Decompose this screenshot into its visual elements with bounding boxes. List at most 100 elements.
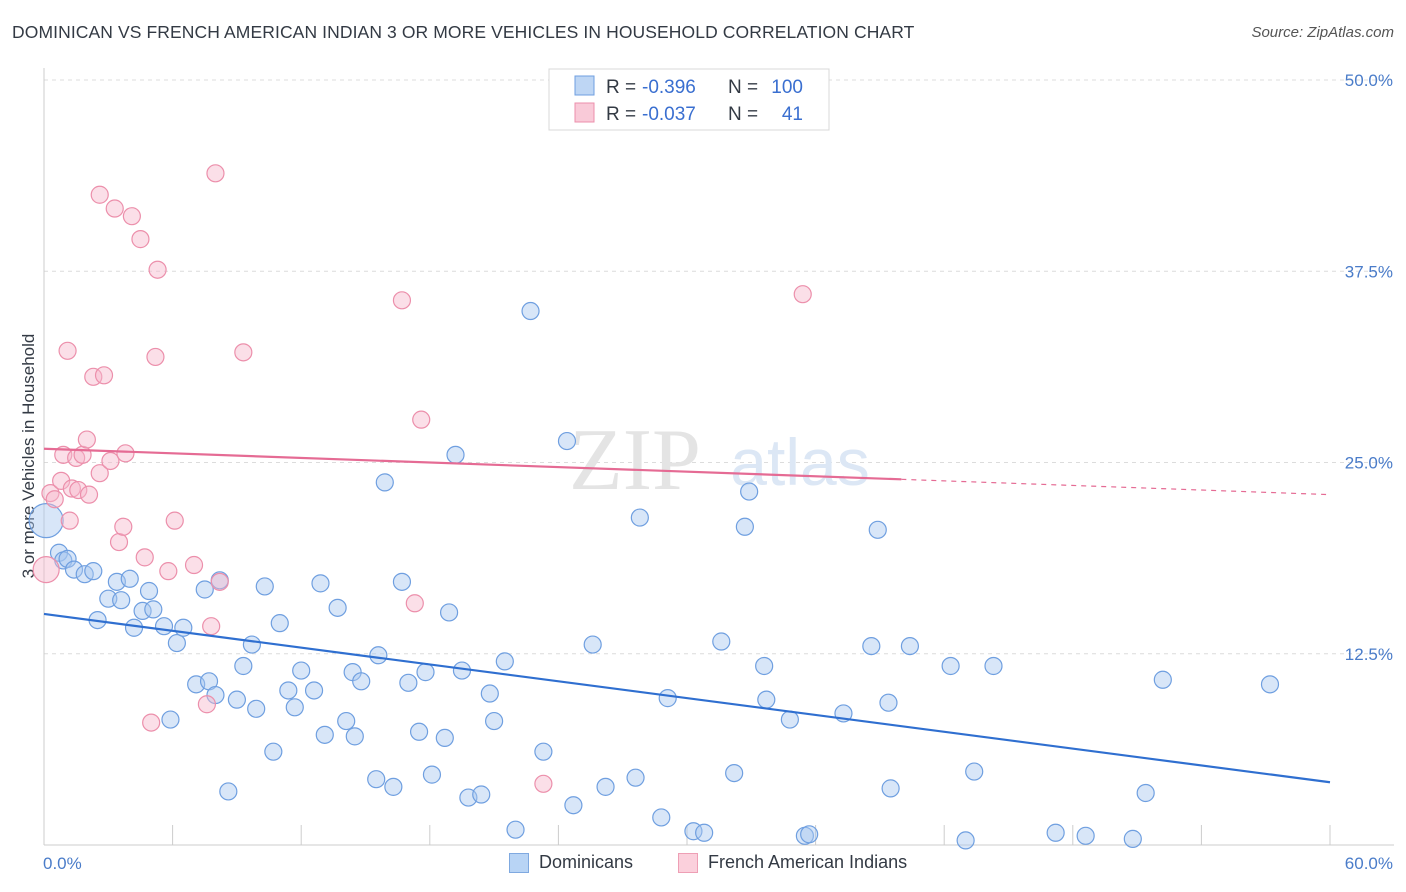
data-point [131, 230, 150, 249]
data-point [227, 690, 246, 709]
data-point [120, 569, 139, 588]
data-point [28, 503, 64, 539]
data-point [534, 742, 553, 761]
series-french-american-indians [32, 164, 812, 793]
trend-lines [43, 447, 1331, 784]
watermark: ZIP atlas [569, 412, 870, 509]
data-point [90, 464, 109, 483]
data-point [58, 549, 77, 568]
legend-n-label: N = [728, 77, 758, 98]
data-point [757, 690, 776, 709]
data-point [264, 742, 283, 761]
data-point [755, 656, 774, 676]
data-point [405, 594, 424, 613]
data-point [139, 581, 159, 601]
data-point [32, 555, 60, 584]
bottom-legend-label: French American Indians [708, 852, 908, 872]
data-point [862, 636, 881, 656]
data-point [740, 482, 759, 501]
data-point [64, 560, 84, 579]
data-point [367, 770, 386, 789]
gridlines [44, 79, 1394, 655]
series-points [28, 164, 1280, 850]
data-point [422, 765, 442, 784]
data-point [965, 762, 984, 781]
series-dominicans [28, 301, 1280, 850]
data-point [868, 520, 887, 539]
y-tick-labels: 12.5% 25.0% 37.5% 50.0% [1345, 71, 1393, 664]
data-point [69, 480, 88, 500]
data-point [652, 808, 671, 827]
data-point [315, 725, 334, 744]
bottom-legend-swatch-french-american-indians [678, 852, 698, 873]
data-point [583, 635, 602, 654]
data-point [202, 617, 221, 636]
data-point [534, 774, 553, 793]
data-point [735, 517, 754, 536]
trend-line [43, 447, 902, 481]
data-point [452, 661, 472, 680]
data-point [596, 777, 615, 796]
data-point [304, 681, 324, 700]
data-point [416, 663, 435, 682]
data-point [79, 485, 99, 504]
data-point [161, 710, 180, 729]
data-point [90, 185, 109, 204]
data-point [409, 722, 429, 741]
data-point [900, 636, 920, 656]
data-point [234, 343, 253, 362]
data-point [279, 681, 298, 700]
data-point [116, 444, 135, 463]
data-point [114, 517, 133, 536]
data-point [58, 341, 77, 360]
data-point [285, 698, 304, 717]
data-point [154, 617, 174, 636]
data-point [793, 285, 812, 304]
data-point [626, 768, 645, 787]
data-point [109, 532, 129, 552]
data-point [879, 693, 898, 712]
data-point [506, 820, 525, 839]
data-point [122, 207, 141, 226]
data-point [247, 699, 266, 718]
data-point [84, 562, 103, 581]
data-point [311, 574, 330, 593]
data-point [369, 646, 388, 665]
data-point [101, 451, 120, 471]
x-tick-label: 0.0% [43, 854, 82, 873]
legend-r-label: R = [606, 104, 636, 125]
data-point [485, 711, 504, 731]
data-point [412, 410, 431, 429]
data-point [557, 431, 577, 451]
data-point [184, 555, 204, 575]
x-tick-label: 60.0% [1345, 854, 1393, 873]
data-point [375, 473, 394, 492]
y-axis-label: 3 or more Vehicles in Household [19, 334, 38, 579]
data-point [800, 825, 819, 844]
legend-n-value: 100 [771, 77, 803, 98]
legend-n-label: N = [728, 104, 758, 125]
data-point [564, 796, 583, 815]
legend-r-value: -0.037 [642, 104, 696, 125]
data-point [1153, 670, 1172, 689]
axes [43, 68, 1394, 846]
data-point [1076, 826, 1095, 845]
y-tick-label: 25.0% [1345, 454, 1393, 473]
legend-box: R = -0.396 N = 100 R = -0.037 N = 41 [548, 68, 830, 131]
data-point [399, 673, 418, 692]
data-point [384, 777, 403, 796]
data-point [780, 710, 799, 729]
data-point [292, 661, 311, 680]
data-point [337, 711, 356, 731]
bottom-legend-label: Dominicans [539, 852, 634, 872]
data-point [712, 632, 731, 651]
data-point [60, 511, 79, 530]
chart-source: Source: ZipAtlas.com [1251, 24, 1394, 41]
data-point [352, 672, 371, 691]
data-point [144, 600, 163, 619]
data-point [941, 656, 960, 676]
data-point [472, 785, 491, 804]
bottom-legend-swatch-dominicans [509, 852, 529, 873]
chart-title: DOMINICAN VS FRENCH AMERICAN INDIAN 3 OR… [12, 22, 915, 42]
